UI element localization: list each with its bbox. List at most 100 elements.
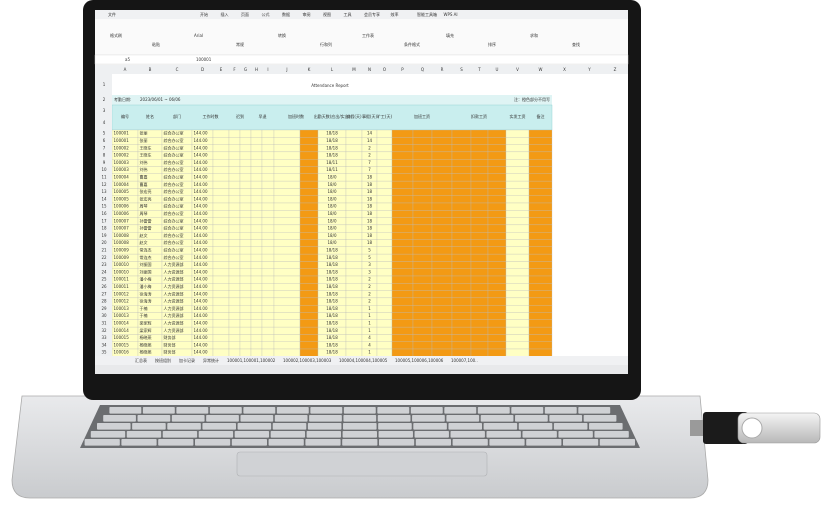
cell-text[interactable]: 18/18: [326, 291, 338, 296]
cell-text[interactable]: 张宏亮: [140, 188, 152, 194]
menu-tab[interactable]: 智能工具箱: [417, 11, 437, 17]
row-number[interactable]: 10: [101, 167, 107, 172]
menu-tab[interactable]: 工具: [344, 11, 352, 17]
cell-text[interactable]: 144.00: [194, 174, 208, 179]
cell-text[interactable]: 张丽: [140, 137, 148, 143]
cell-text[interactable]: 100013: [114, 313, 130, 318]
cell-text[interactable]: 周琴: [140, 203, 148, 209]
cell-text[interactable]: 综合办公室: [164, 166, 184, 172]
cell-text[interactable]: 18/0: [328, 204, 337, 209]
column-header[interactable]: B: [149, 67, 152, 72]
toolbar-label[interactable]: 行和列: [320, 41, 332, 47]
cell-text[interactable]: 100004: [114, 182, 130, 187]
toolbar-label[interactable]: 工作表: [362, 32, 374, 38]
cell-text[interactable]: 100006: [114, 211, 130, 216]
column-header[interactable]: I: [267, 67, 268, 72]
row-number[interactable]: 21: [101, 247, 107, 252]
sheet-tab[interactable]: 100001,100001,100002: [227, 358, 276, 363]
sheet-tab[interactable]: 100005,100006,100006: [395, 358, 444, 363]
cell-text[interactable]: 7: [368, 160, 371, 165]
cell-text[interactable]: 100003: [114, 167, 130, 172]
row-number[interactable]: 18: [101, 226, 107, 231]
cell-text[interactable]: 100010: [114, 262, 130, 267]
column-header[interactable]: K: [308, 67, 311, 72]
toolbar-label[interactable]: 粘贴: [152, 41, 160, 47]
cell-text[interactable]: 18: [367, 196, 373, 201]
row-number[interactable]: 11: [101, 174, 107, 179]
cell-text[interactable]: 144.00: [194, 182, 208, 187]
cell-text[interactable]: 18/18: [326, 320, 338, 325]
column-header[interactable]: M: [352, 67, 356, 72]
menu-tab[interactable]: 审阅: [303, 11, 311, 17]
cell-text[interactable]: 18/18: [326, 131, 338, 136]
menu-tab[interactable]: 页面: [241, 12, 249, 17]
column-header[interactable]: H: [255, 67, 258, 72]
menu-tab[interactable]: WPS AI: [444, 12, 458, 17]
cell-text[interactable]: 18: [367, 189, 373, 194]
cell-text[interactable]: 18: [367, 240, 373, 245]
row-number[interactable]: 30: [101, 313, 107, 318]
cell-text[interactable]: 18: [367, 182, 373, 187]
cell-text[interactable]: 孙雷雷: [140, 225, 152, 231]
cell-text[interactable]: 144.00: [194, 262, 208, 267]
cell-text[interactable]: 4: [368, 335, 371, 340]
toolbar-label[interactable]: 转换: [278, 32, 286, 38]
cell-text[interactable]: 王晓东: [140, 152, 152, 158]
cell-text[interactable]: 18/18: [326, 313, 338, 318]
cell-text[interactable]: 常连杰: [140, 254, 152, 260]
cell-text[interactable]: 144.00: [194, 320, 208, 325]
toolbar-label[interactable]: 填充: [446, 32, 454, 38]
cell-text[interactable]: 144.00: [194, 299, 208, 304]
column-header[interactable]: Y: [587, 67, 591, 72]
cell-text[interactable]: 1: [368, 350, 371, 355]
cell-text[interactable]: 144.00: [194, 247, 208, 252]
cell-text[interactable]: 综合办公室: [164, 152, 184, 158]
cell-text[interactable]: 18/11: [326, 160, 338, 165]
cell-text[interactable]: 100004: [114, 174, 130, 179]
cell-text[interactable]: 18: [367, 218, 373, 223]
cell-text[interactable]: 18/0: [328, 226, 337, 231]
cell-text[interactable]: 人力资源部: [164, 319, 184, 325]
cell-text[interactable]: 18/18: [326, 299, 338, 304]
menu-tab[interactable]: 公式: [262, 11, 270, 17]
cell-text[interactable]: 144.00: [194, 211, 208, 216]
cell-text[interactable]: 综合办公室: [164, 144, 184, 150]
row-number[interactable]: 7: [103, 145, 106, 150]
cell-text[interactable]: 18/0: [328, 240, 337, 245]
row-number[interactable]: 25: [101, 277, 107, 282]
cell-text[interactable]: 人力资源部: [164, 268, 184, 274]
cell-text[interactable]: 18: [367, 226, 373, 231]
cell-text[interactable]: 综合办公室: [164, 232, 184, 238]
column-header[interactable]: Z: [614, 67, 617, 72]
cell-text[interactable]: 综合办公室: [164, 195, 184, 201]
menu-tab[interactable]: 插入: [221, 11, 229, 17]
cell-text[interactable]: 杨晓燕: [140, 349, 152, 355]
cell-text[interactable]: 刘伟: [140, 166, 148, 172]
cell-text[interactable]: 100005: [114, 196, 130, 201]
cell-text[interactable]: 18: [367, 174, 373, 179]
menu-tab[interactable]: 效率: [391, 11, 399, 17]
column-header[interactable]: S: [460, 67, 463, 72]
cell-text[interactable]: 7: [368, 167, 371, 172]
cell-text[interactable]: 18/18: [326, 335, 338, 340]
row-number[interactable]: 35: [101, 350, 107, 355]
menu-tab[interactable]: 视图: [323, 11, 331, 17]
column-header[interactable]: D: [201, 67, 204, 72]
cell-text[interactable]: 18: [367, 233, 373, 238]
column-header[interactable]: L: [331, 67, 334, 72]
cell-text[interactable]: 刘伟: [140, 159, 148, 165]
row-number[interactable]: 27: [101, 291, 107, 296]
cell-text[interactable]: 于楠: [140, 305, 148, 311]
cell-text[interactable]: 18: [367, 204, 373, 209]
cell-text[interactable]: 144.00: [194, 291, 208, 296]
row-number[interactable]: 19: [101, 233, 107, 238]
cell-text[interactable]: 5: [368, 255, 371, 260]
cell-text[interactable]: 人力资源部: [164, 283, 184, 289]
cell-text[interactable]: 144.00: [194, 226, 208, 231]
cell-text[interactable]: 100007: [114, 226, 130, 231]
cell-text[interactable]: 赵文: [140, 232, 148, 238]
menu-tab[interactable]: 数据: [282, 11, 290, 17]
sheet-tab[interactable]: 加卡记录: [179, 357, 195, 363]
cell-text[interactable]: 144.00: [194, 189, 208, 194]
cell-text[interactable]: 144.00: [194, 335, 208, 340]
